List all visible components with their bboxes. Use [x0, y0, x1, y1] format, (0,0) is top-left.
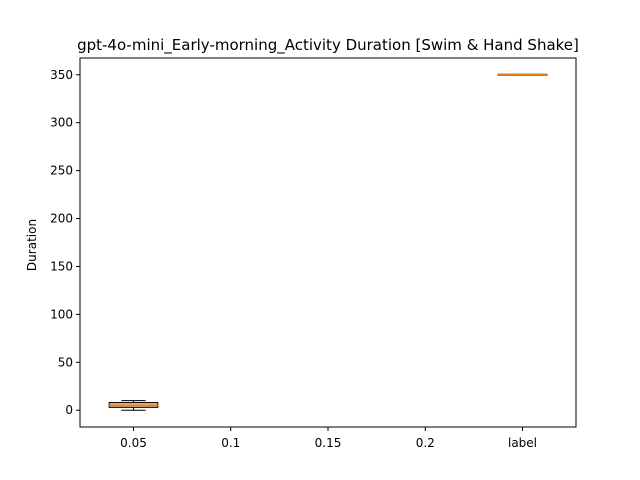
y-tick-label: 0	[65, 403, 73, 417]
y-tick-label: 200	[50, 212, 73, 226]
y-tick-label: 100	[50, 307, 73, 321]
x-tick-label: 0.05	[120, 436, 147, 450]
y-axis-label: Duration	[25, 219, 39, 271]
y-tick-label: 300	[50, 116, 73, 130]
y-tick-label: 150	[50, 259, 73, 273]
y-tick-label: 250	[50, 164, 73, 178]
y-tick-label: 350	[50, 68, 73, 82]
plot-area: 0 50 100 150 200 250 300 350 0.05 0.1 0.15 0.2 label	[50, 68, 548, 450]
y-tick-label: 50	[58, 355, 73, 369]
chart-title: gpt-4o-mini_Early-morning_Activity Durat…	[77, 36, 579, 55]
axes-frame	[79, 57, 577, 428]
x-tick-label: 0.15	[315, 436, 342, 450]
x-tick-label: label	[508, 436, 537, 450]
x-tick-label: 0.1	[221, 436, 240, 450]
x-tick-label: 0.2	[416, 436, 435, 450]
